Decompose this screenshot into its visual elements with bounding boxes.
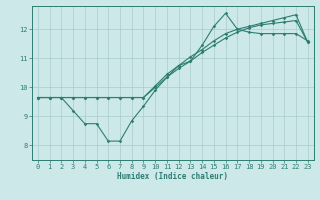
X-axis label: Humidex (Indice chaleur): Humidex (Indice chaleur) [117, 172, 228, 181]
